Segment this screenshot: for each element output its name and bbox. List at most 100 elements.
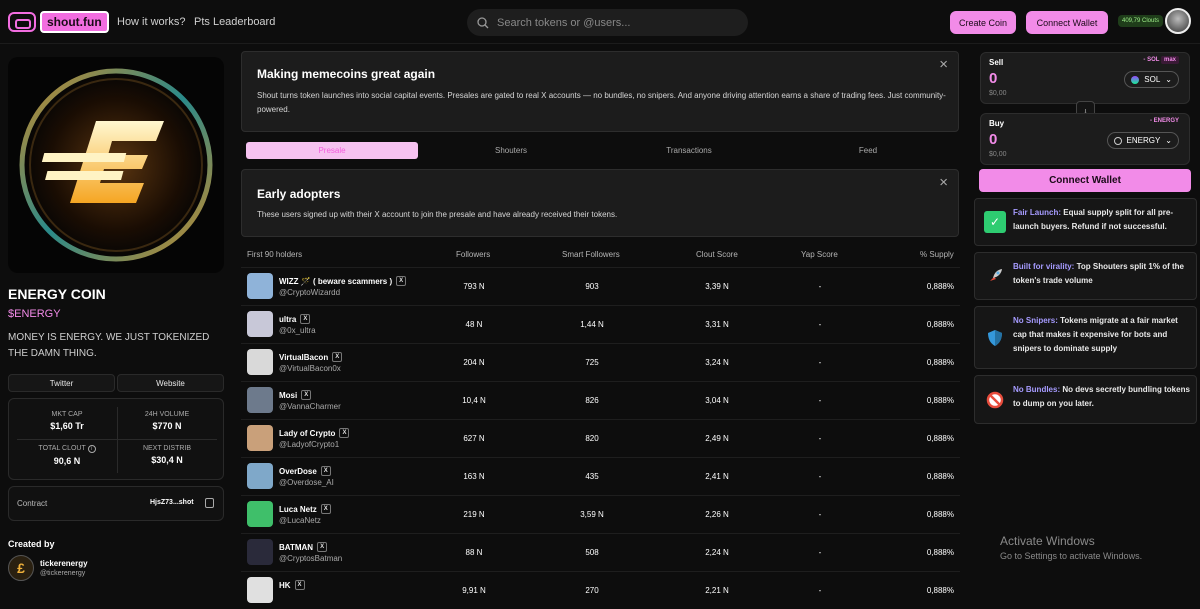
- column-header: Followers: [456, 250, 491, 259]
- holder-supply: 0,888%: [926, 358, 954, 367]
- holder-followers: 88 N: [465, 548, 483, 557]
- holder-yap: -: [818, 472, 822, 481]
- table-row[interactable]: Mosi X @VannaCharmer 10,4 N 826 3,04 N - 0,888%: [241, 381, 960, 419]
- holder-handle: @VannaCharmer: [279, 402, 341, 411]
- column-header: Smart Followers: [562, 250, 620, 259]
- x-icon: X: [396, 276, 407, 286]
- feature-no-bundles: No Bundles: No devs secretly bundling to…: [974, 375, 1197, 424]
- stat-volume: 24H VOLUME $770 N: [144, 411, 190, 431]
- check-icon: ✓: [984, 211, 1006, 233]
- table-row[interactable]: WIZZ 🪄 ( beware scammers ) X @CryptoWizard…: [241, 267, 960, 305]
- column-header: First 90 holders: [247, 250, 303, 259]
- table-row[interactable]: OverDose X @Overdose_AI 163 N 435 2,41 N - 0,88…: [241, 457, 960, 495]
- creator-handle: @tickerenergy: [40, 570, 86, 577]
- table-row[interactable]: HK X 9,91 N 270 2,21 N - 0,888%: [241, 571, 960, 609]
- create-coin-button[interactable]: Create Coin: [950, 11, 1016, 34]
- holder-smart-followers: 725: [585, 358, 599, 367]
- feature-fair-launch: ✓ Fair Launch: Equal supply split for al…: [974, 198, 1197, 246]
- holder-followers: 10,4 N: [462, 396, 486, 405]
- tab-presale[interactable]: Presale: [246, 142, 418, 159]
- holder-clout: 2,21 N: [705, 586, 729, 595]
- holder-smart-followers: 508: [585, 548, 599, 557]
- user-avatar[interactable]: [1165, 8, 1191, 34]
- holder-supply: 0,888%: [926, 586, 954, 595]
- creator-avatar: £: [8, 555, 34, 581]
- logo[interactable]: shout.fun: [8, 11, 109, 33]
- sell-amount[interactable]: 0: [989, 70, 998, 87]
- table-row[interactable]: VirtualBacon X @VirtualBacon0x 204 N 725 3,24…: [241, 343, 960, 381]
- holder-followers: 48 N: [465, 320, 483, 329]
- buy-amount[interactable]: 0: [989, 131, 998, 148]
- x-icon: X: [300, 314, 311, 324]
- table-row[interactable]: BATMAN X @CryptosBatman 88 N 508 2,24 N - 0,888…: [241, 533, 960, 571]
- coin-name: ENERGY COIN: [8, 286, 106, 302]
- search-icon: [477, 16, 489, 28]
- tab-feed[interactable]: Feed: [858, 146, 878, 155]
- holder-handle: @0x_ultra: [279, 326, 316, 335]
- holder-handle: @CryptoWizardd: [279, 288, 341, 297]
- intro-title: Making memecoins great again: [257, 67, 436, 81]
- connect-wallet-header-button[interactable]: Connect Wallet: [1026, 11, 1108, 34]
- coin-description: MONEY IS ENERGY. WE JUST TOKENIZED THE D…: [8, 332, 210, 359]
- search-bar[interactable]: [467, 9, 748, 36]
- holder-yap: -: [818, 396, 822, 405]
- coin-image: [8, 57, 224, 273]
- nav-how-it-works[interactable]: How it works?: [117, 16, 186, 28]
- holder-followers: 163 N: [463, 472, 485, 481]
- energy-icon: [1113, 136, 1122, 145]
- table-row[interactable]: ultra X @0x_ultra 48 N 1,44 N 3,31 N - 0,888%: [241, 305, 960, 343]
- column-header: Clout Score: [696, 250, 738, 259]
- holder-followers: 204 N: [463, 358, 485, 367]
- search-input[interactable]: [497, 16, 727, 29]
- early-title: Early adopters: [257, 187, 341, 201]
- column-header: % Supply: [920, 250, 954, 259]
- website-button[interactable]: Website: [117, 374, 224, 392]
- holder-handle: @LucaNetz: [279, 516, 321, 525]
- holder-supply: 0,888%: [926, 320, 954, 329]
- holder-name: HK X: [279, 580, 305, 590]
- holder-yap: -: [818, 510, 822, 519]
- stats-box: MKT CAP $1,60 Tr 24H VOLUME $770 N TOTAL…: [8, 398, 224, 480]
- holder-avatar: [247, 463, 273, 489]
- rocket-icon: [984, 265, 1006, 287]
- intro-panel: × Making memecoins great again Shout tur…: [241, 51, 959, 132]
- sol-icon: [1131, 75, 1140, 84]
- twitter-button[interactable]: Twitter: [8, 374, 115, 392]
- feature-no-snipers: No Snipers: Tokens migrate at a fair mar…: [974, 306, 1197, 369]
- holder-supply: 0,888%: [926, 282, 954, 291]
- creator[interactable]: £ tickerenergy @tickerenergy: [8, 555, 88, 581]
- early-text: These users signed up with their X accou…: [257, 210, 618, 219]
- buy-token-select[interactable]: ENERGY ⌄: [1106, 132, 1179, 149]
- table-row[interactable]: Luca Netz X @LucaNetz 219 N 3,59 N 2,26 N - 0,8…: [241, 495, 960, 533]
- sell-tag: - SOL max: [1143, 56, 1179, 64]
- max-button[interactable]: max: [1160, 56, 1179, 64]
- close-icon[interactable]: ×: [939, 174, 948, 191]
- holder-handle: @VirtualBacon0x: [279, 364, 341, 373]
- close-icon[interactable]: ×: [939, 56, 948, 73]
- intro-text: Shout turns token launches into social c…: [257, 91, 946, 114]
- connect-wallet-button[interactable]: Connect Wallet: [979, 169, 1191, 192]
- holder-followers: 219 N: [463, 510, 485, 519]
- clout-badge: 409,79 Clouts: [1118, 15, 1164, 27]
- holder-smart-followers: 1,44 N: [580, 320, 604, 329]
- holder-smart-followers: 270: [585, 586, 599, 595]
- windows-watermark: Activate Windows Go to Settings to activ…: [1000, 534, 1143, 561]
- sell-token-select[interactable]: SOL ⌄: [1124, 71, 1179, 88]
- info-icon[interactable]: i: [87, 445, 96, 453]
- holder-avatar: [247, 501, 273, 527]
- holder-name: Lady of Crypto X: [279, 428, 350, 438]
- coin-ticker: $ENERGY: [8, 308, 61, 320]
- holder-yap: -: [818, 586, 822, 595]
- copy-icon[interactable]: [205, 498, 214, 508]
- chevron-down-icon: ⌄: [1165, 136, 1172, 145]
- table-row[interactable]: Lady of Crypto X @LadyofCrypto1 627 N 820 2,4…: [241, 419, 960, 457]
- logo-icon: [8, 12, 36, 32]
- nav-leaderboard[interactable]: Pts Leaderboard: [194, 16, 276, 28]
- buy-label: Buy: [989, 119, 1005, 128]
- buy-usd: $0,00: [989, 151, 1007, 158]
- tab-shouters[interactable]: Shouters: [494, 146, 528, 155]
- top-bar: shout.fun How it works? Pts Leaderboard …: [0, 0, 1200, 44]
- holder-followers: 627 N: [463, 434, 485, 443]
- logo-text: shout.fun: [40, 11, 109, 33]
- tab-transactions[interactable]: Transactions: [666, 146, 712, 155]
